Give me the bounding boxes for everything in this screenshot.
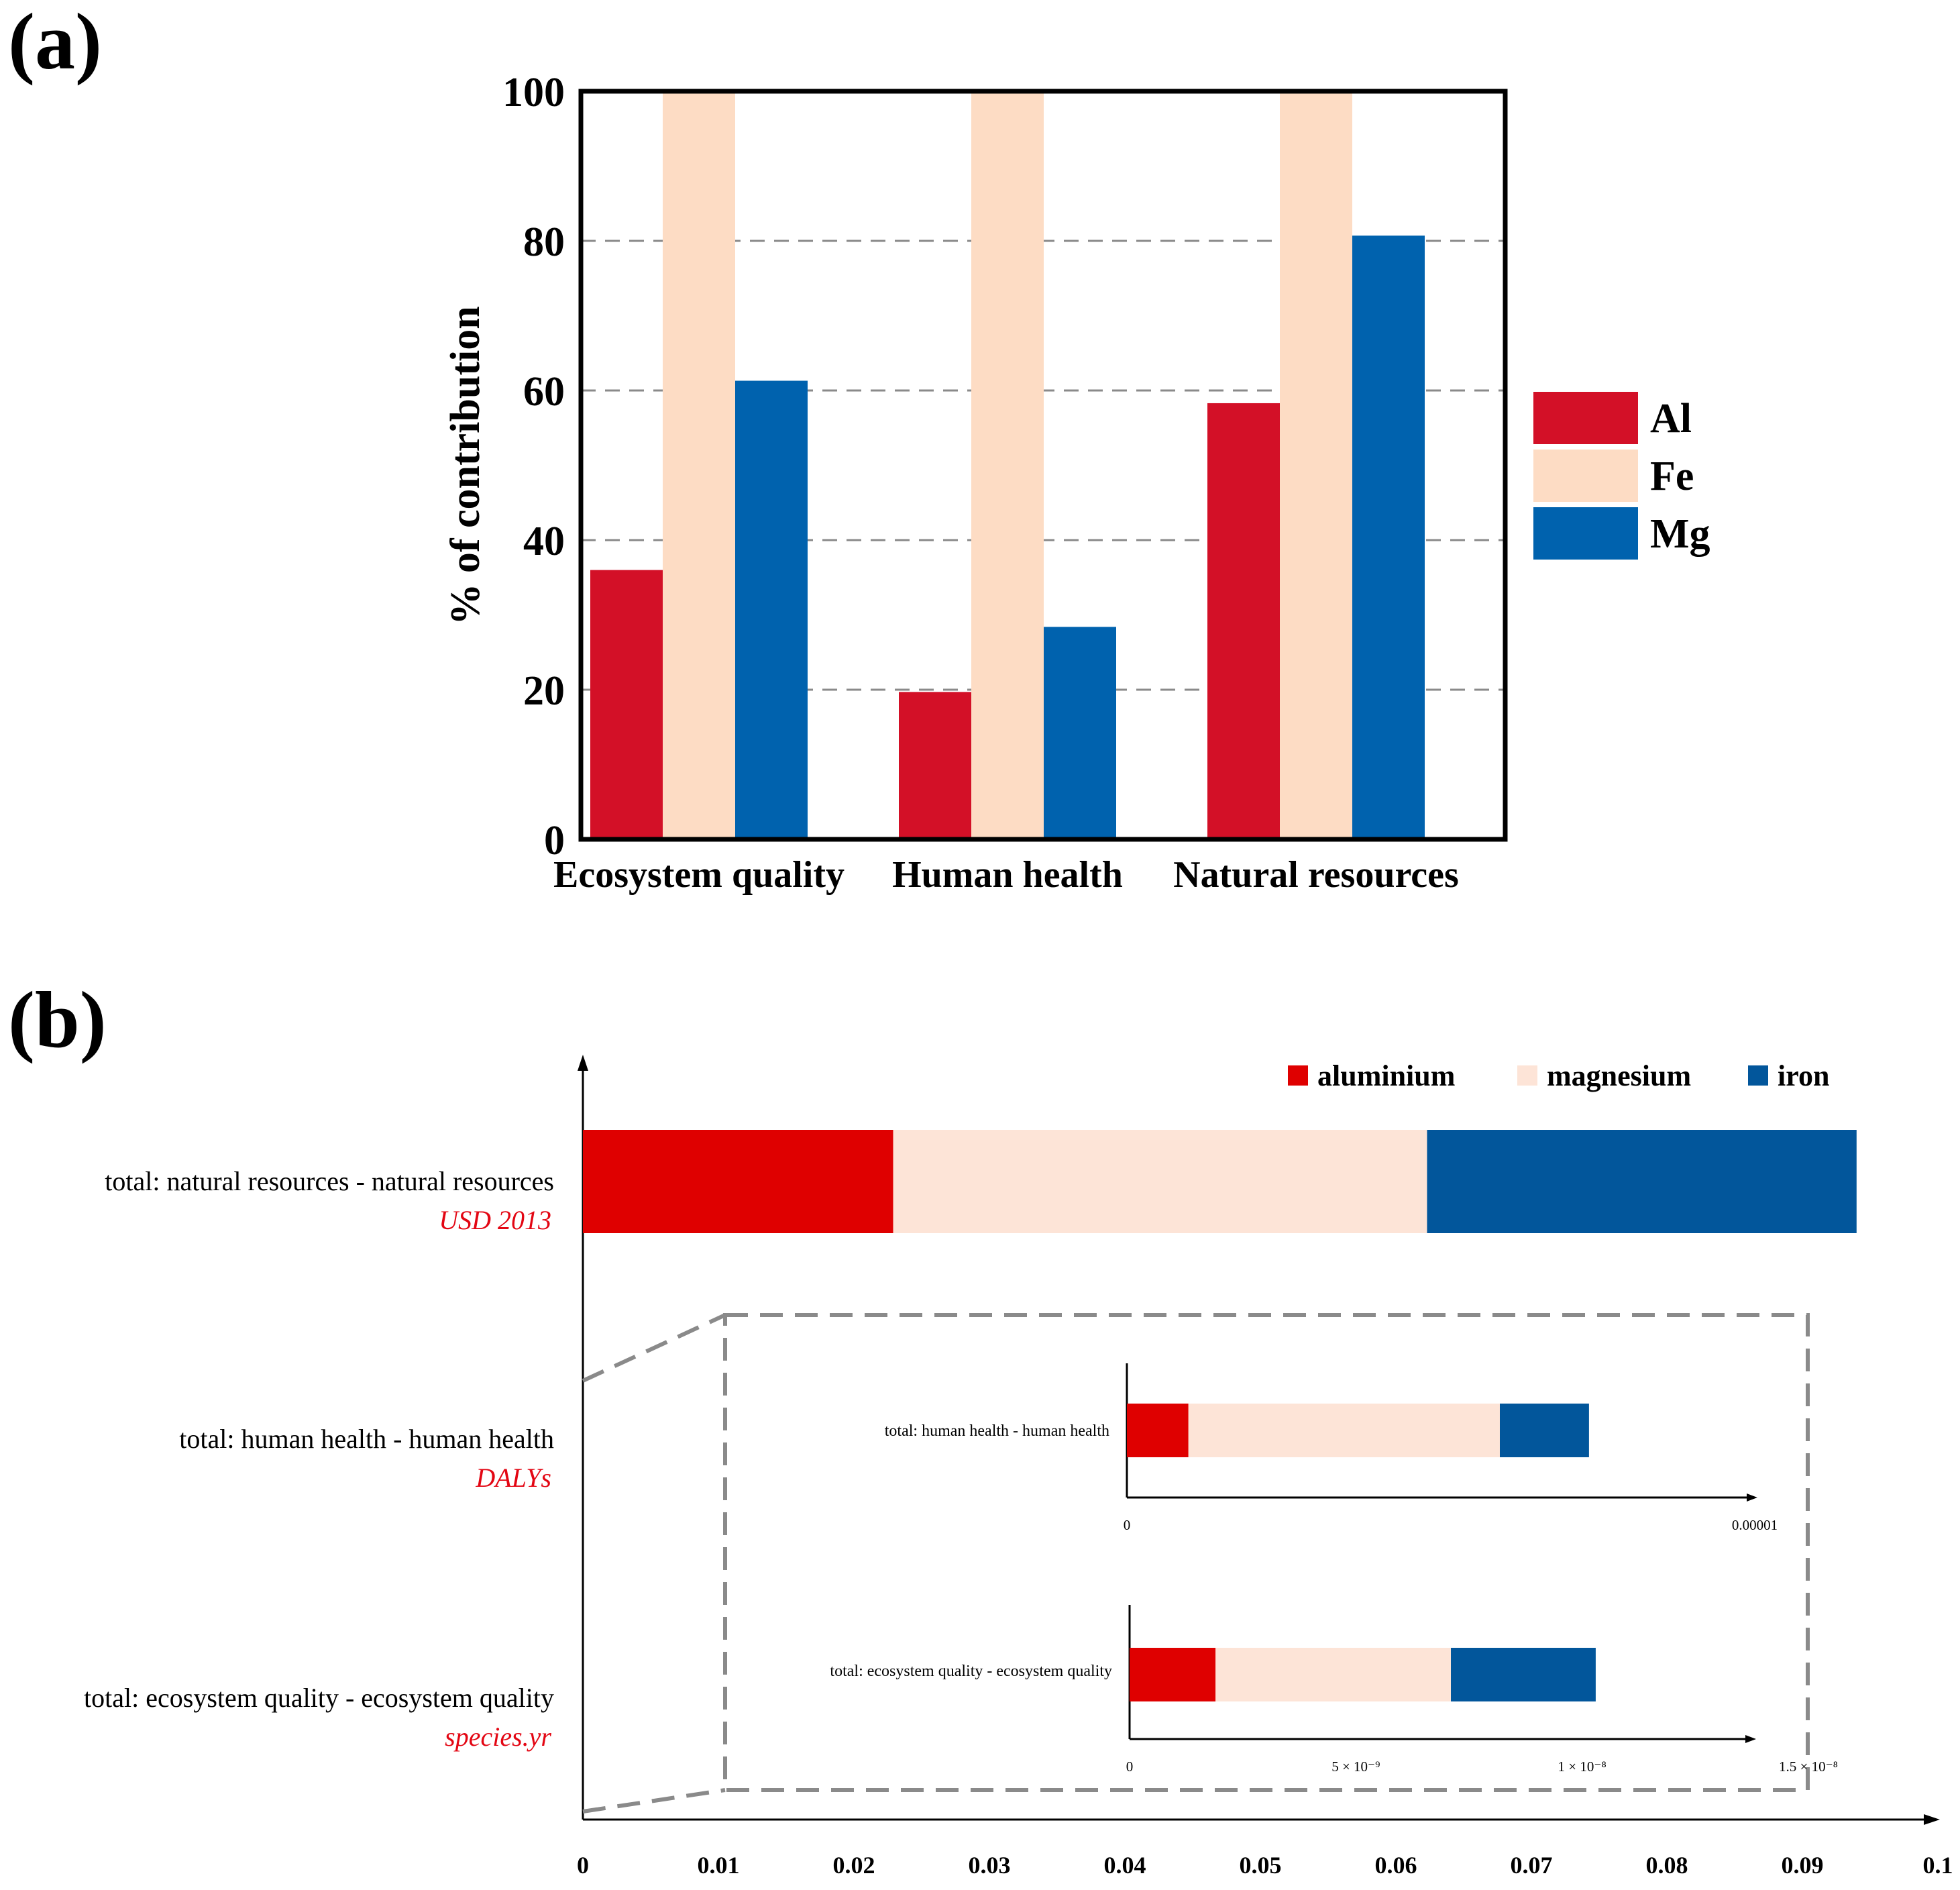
inset1-bar-aluminium [1127,1404,1189,1457]
b-legend-label-magnesium: magnesium [1547,1059,1691,1092]
b-unit-dalys: DALYs [475,1463,551,1493]
inset1-tick-1: 0.00001 [1732,1517,1778,1533]
a-category-natural-resources: Natural resources [1173,854,1459,896]
a-y-tick-labels: 0 20 40 60 80 100 [502,70,565,863]
inset2-bar-magnesium [1215,1648,1452,1701]
b-x-tick-0: 0 [577,1852,589,1879]
a-bar-ecosystem-quality-mg [735,380,808,839]
panel-b-label: (b) [8,975,107,1064]
a-bar-human-health-mg [1044,627,1116,839]
a-legend-label-fe: Fe [1650,454,1694,499]
a-y-tick-40: 40 [523,519,565,564]
inset2-bar-aluminium [1130,1648,1216,1701]
inset2-tick-2: 1 × 10⁻⁸ [1558,1758,1607,1775]
inset2-tick-3: 1.5 × 10⁻⁸ [1779,1758,1838,1775]
zoom-line-top [582,1313,726,1383]
a-bar-natural-resources-al [1207,403,1280,839]
b-unit-species-yr: species.yr [445,1722,551,1752]
b-category-usd-2013: total: natural resources - natural resou… [105,1166,554,1196]
b-x-tick-0-07: 0.07 [1511,1852,1553,1879]
b-bar-usd-2013-aluminium [583,1130,893,1233]
inset1-bar-iron [1499,1404,1589,1457]
b-x-tick-0-03: 0.03 [969,1852,1011,1879]
a-bar-human-health-al [899,692,971,839]
zoom-box-frame [723,1313,1810,1792]
inset2-bars [1130,1648,1596,1701]
a-category-labels: Ecosystem quality Human health Natural res… [553,854,1459,896]
inset1-tick-labels: 0 0.00001 [1124,1517,1778,1533]
panel-a: (a) 0 20 40 60 80 100 Ecosystem quality Human … [8,0,1710,896]
b-bar-usd-2013-magnesium [893,1130,1427,1233]
a-y-tick-80: 80 [523,219,565,265]
b-legend: aluminium magnesium iron [1288,1059,1829,1092]
b-category-species-yr: total: ecosystem quality - ecosystem qua… [84,1683,554,1713]
a-category-ecosystem-quality: Ecosystem quality [553,854,845,896]
b-legend-swatch-aluminium [1288,1065,1308,1086]
inset1-tick-0: 0 [1124,1517,1131,1533]
a-legend-label-mg: Mg [1650,511,1710,557]
b-x-tick-0-02: 0.02 [833,1852,875,1879]
b-category-labels: total: natural resources - natural resou… [84,1166,554,1752]
b-unit-usd-2013: USD 2013 [439,1205,551,1235]
a-legend: Al Fe Mg [1533,392,1710,560]
inset1-x-arrow [1747,1493,1757,1502]
b-legend-label-iron: iron [1778,1059,1829,1092]
a-legend-label-al: Al [1650,396,1692,441]
inset2-category-label: total: ecosystem quality - ecosystem qua… [830,1663,1112,1680]
b-bars [583,1130,1857,1233]
a-legend-swatch-al [1533,392,1638,444]
panel-a-label: (a) [8,0,102,86]
inset1-bar-magnesium [1188,1404,1500,1457]
a-bar-natural-resources-mg [1352,235,1425,839]
inset1-category-label: total: human health - human health [885,1422,1109,1440]
inset1-bars [1127,1404,1589,1457]
a-bar-ecosystem-quality-fe [663,91,735,839]
b-category-dalys: total: human health - human health [179,1424,554,1454]
b-x-tick-0-05: 0.05 [1240,1852,1282,1879]
a-y-axis-label: % of contribution [443,306,488,625]
b-y-axis-arrow [578,1055,588,1071]
inset2-x-arrow [1745,1735,1756,1743]
a-bar-natural-resources-fe [1280,91,1352,839]
a-y-tick-60: 60 [523,369,565,415]
a-category-human-health: Human health [892,854,1123,896]
a-bar-human-health-fe [971,91,1044,839]
inset2-tick-1: 5 × 10⁻⁹ [1331,1758,1380,1775]
inset2-tick-0: 0 [1126,1758,1134,1775]
panel-b: (b) 0 0.01 0.02 0.03 0.04 0.05 0.06 0.07 0.08 0.0… [8,975,1953,1879]
a-legend-swatch-fe [1533,450,1638,502]
a-bars [590,91,1425,839]
b-x-tick-0-1: 0.1 [1923,1852,1953,1879]
b-bar-usd-2013-iron [1427,1130,1857,1233]
b-zoom-box [582,1313,1810,1814]
a-legend-swatch-mg [1533,507,1638,560]
inset-human-health: 0 0.00001 total: human health - human hea… [885,1363,1778,1533]
b-x-tick-0-06: 0.06 [1375,1852,1417,1879]
inset-ecosystem-quality: 0 5 × 10⁻⁹ 1 × 10⁻⁸ 1.5 × 10⁻⁸ total: ecosy… [830,1605,1838,1775]
b-x-tick-labels: 0 0.01 0.02 0.03 0.04 0.05 0.06 0.07 0.08 0.09 0.1 [577,1852,1953,1879]
b-x-tick-0-01: 0.01 [698,1852,740,1879]
a-y-tick-100: 100 [502,70,565,115]
inset2-bar-iron [1451,1648,1596,1701]
zoom-line-bottom [582,1788,726,1814]
a-bar-ecosystem-quality-al [590,570,663,839]
b-x-axis-arrow [1924,1814,1940,1825]
a-plot-frame [578,89,1508,842]
b-x-tick-0-08: 0.08 [1646,1852,1688,1879]
b-legend-swatch-iron [1748,1065,1768,1086]
b-legend-label-aluminium: aluminium [1317,1059,1455,1092]
b-x-tick-0-09: 0.09 [1782,1852,1824,1879]
b-legend-swatch-magnesium [1517,1065,1537,1086]
inset2-tick-labels: 0 5 × 10⁻⁹ 1 × 10⁻⁸ 1.5 × 10⁻⁸ [1126,1758,1838,1775]
b-x-tick-0-04: 0.04 [1104,1852,1146,1879]
a-y-tick-20: 20 [523,668,565,714]
a-y-tick-0: 0 [544,818,565,863]
